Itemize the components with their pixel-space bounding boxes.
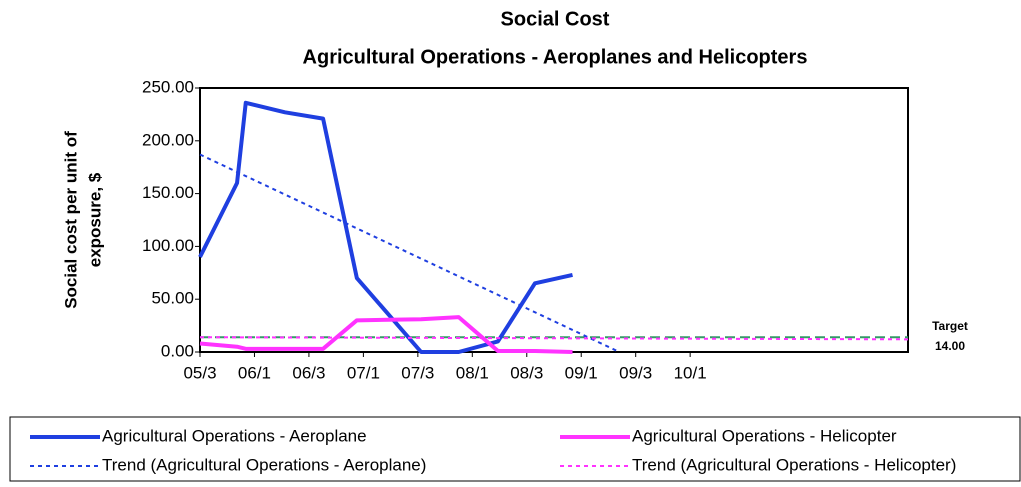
x-tick-label: 07/1 xyxy=(347,363,380,382)
series-line xyxy=(198,100,573,354)
x-tick-label: 10/1 xyxy=(674,363,707,382)
y-tick-label: 150.00 xyxy=(142,183,194,202)
legend-label: Trend (Agricultural Operations - Aeropla… xyxy=(102,455,426,474)
x-tick-label: 05/3 xyxy=(183,363,216,382)
y-tick-label: 250.00 xyxy=(142,77,194,96)
y-tick-label: 50.00 xyxy=(151,289,194,308)
y-axis-label: Social cost per unit of xyxy=(61,131,80,309)
x-tick-label: 08/1 xyxy=(456,363,489,382)
x-tick-label: 06/1 xyxy=(238,363,271,382)
series-line xyxy=(199,315,573,354)
target-label: Target xyxy=(932,319,968,333)
chart-title: Social Cost xyxy=(501,8,610,30)
y-tick-label: 100.00 xyxy=(142,236,194,255)
chart-title: Agricultural Operations - Aeroplanes and… xyxy=(303,46,808,68)
y-tick-label: 200.00 xyxy=(142,130,194,149)
x-tick-label: 09/3 xyxy=(619,363,652,382)
plot-area xyxy=(199,87,909,353)
x-tick-label: 08/3 xyxy=(510,363,543,382)
legend xyxy=(9,416,1021,482)
legend-label: Trend (Agricultural Operations - Helicop… xyxy=(632,455,956,474)
x-tick-label: 09/1 xyxy=(565,363,598,382)
target-value-label: 14.00 xyxy=(935,339,965,353)
series-line xyxy=(199,153,620,353)
y-tick-label: 0.00 xyxy=(161,341,194,360)
x-tick-label: 06/3 xyxy=(292,363,325,382)
legend-label: Agricultural Operations - Helicopter xyxy=(632,426,897,445)
legend-label: Agricultural Operations - Aeroplane xyxy=(102,426,367,445)
series-line xyxy=(199,336,909,341)
y-axis-label: exposure, $ xyxy=(85,172,104,267)
x-tick-label: 07/3 xyxy=(401,363,434,382)
